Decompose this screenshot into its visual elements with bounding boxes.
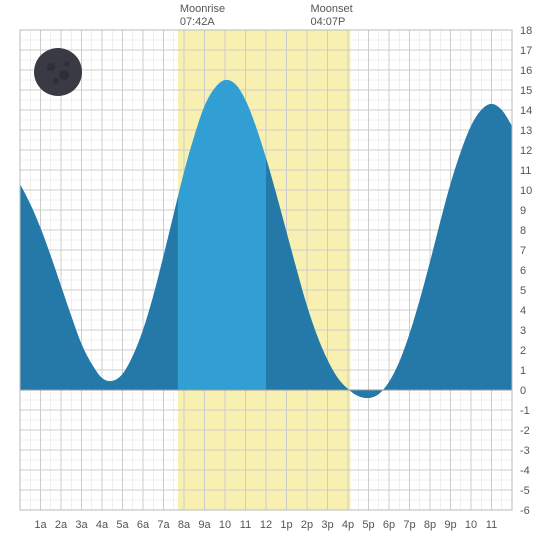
moonrise-label: Moonrise — [180, 3, 225, 15]
x-tick-label: 11 — [240, 519, 251, 531]
x-tick-label: 10 — [465, 519, 477, 531]
moonrise-time: 07:42A — [180, 16, 216, 28]
x-tick-label: 9a — [198, 519, 211, 531]
y-tick-label: 5 — [520, 285, 526, 297]
moonset-label: Moonset — [310, 3, 352, 15]
y-tick-label: 3 — [520, 325, 526, 337]
x-tick-label: 2a — [55, 519, 68, 531]
y-tick-label: -2 — [520, 425, 530, 437]
y-tick-label: -6 — [520, 505, 530, 517]
x-tick-label: 3a — [75, 519, 88, 531]
x-tick-label: 4p — [342, 519, 354, 531]
y-tick-label: 12 — [520, 145, 532, 157]
y-tick-label: 10 — [520, 185, 532, 197]
tide-chart: 1a2a3a4a5a6a7a8a9a1011121p2p3p4p5p6p7p8p… — [0, 0, 550, 550]
y-tick-label: 7 — [520, 245, 526, 257]
x-tick-label: 6a — [137, 519, 150, 531]
y-tick-label: -4 — [520, 465, 530, 477]
y-tick-label: 16 — [520, 65, 532, 77]
chart-svg: 1a2a3a4a5a6a7a8a9a1011121p2p3p4p5p6p7p8p… — [0, 0, 550, 550]
x-tick-label: 11 — [486, 519, 497, 531]
x-tick-label: 8p — [424, 519, 436, 531]
x-tick-label: 5p — [362, 519, 374, 531]
y-tick-label: 14 — [520, 105, 532, 117]
x-tick-label: 8a — [178, 519, 191, 531]
moon-icon — [34, 48, 82, 96]
y-tick-label: 17 — [520, 45, 532, 57]
x-tick-label: 1p — [280, 519, 292, 531]
x-tick-label: 9p — [444, 519, 456, 531]
y-tick-label: -1 — [520, 405, 530, 417]
x-tick-label: 5a — [116, 519, 129, 531]
x-tick-label: 10 — [219, 519, 231, 531]
x-tick-label: 12 — [260, 519, 272, 531]
x-tick-label: 2p — [301, 519, 313, 531]
y-tick-label: 1 — [520, 365, 526, 377]
y-tick-label: 6 — [520, 265, 526, 277]
y-tick-label: 2 — [520, 345, 526, 357]
y-tick-label: -3 — [520, 445, 530, 457]
y-tick-label: 11 — [520, 165, 531, 177]
x-tick-label: 4a — [96, 519, 109, 531]
y-tick-label: 4 — [520, 305, 526, 317]
y-tick-label: -5 — [520, 485, 530, 497]
x-tick-label: 7p — [403, 519, 415, 531]
y-tick-label: 13 — [520, 125, 532, 137]
moonset-time: 04:07P — [310, 16, 345, 28]
y-tick-label: 8 — [520, 225, 526, 237]
y-tick-label: 18 — [520, 25, 532, 37]
y-tick-label: 15 — [520, 85, 532, 97]
x-tick-label: 6p — [383, 519, 395, 531]
y-tick-label: 0 — [520, 385, 526, 397]
y-tick-label: 9 — [520, 205, 526, 217]
x-tick-label: 7a — [157, 519, 170, 531]
x-tick-label: 3p — [321, 519, 333, 531]
x-tick-label: 1a — [34, 519, 47, 531]
